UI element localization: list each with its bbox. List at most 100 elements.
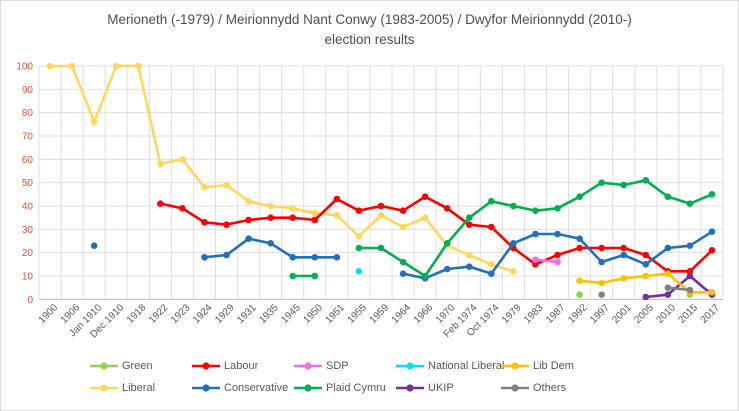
liberal-point-1906 xyxy=(68,62,76,70)
x-tick-label: 1931 xyxy=(235,302,259,326)
labour-point-1951 xyxy=(333,195,341,203)
liberal-point-Dec 1910 xyxy=(112,62,120,70)
labour-point-1945 xyxy=(289,214,297,221)
conservative-point-1929 xyxy=(223,251,230,259)
legend-item-labour: Labour xyxy=(191,360,293,372)
legend-label: National Liberal xyxy=(428,360,505,372)
x-tick-label: 1918 xyxy=(125,302,149,326)
legend-swatch-icon xyxy=(294,384,322,392)
plaid-cymru-point-1992 xyxy=(576,193,583,200)
legend-label: SDP xyxy=(326,360,349,372)
liberal-point-1951 xyxy=(333,212,341,219)
plaid-cymru-point-1997 xyxy=(598,179,605,186)
y-axis-ticks: 0 10 20 30 40 50 60 70 80 90 100 xyxy=(16,62,33,306)
gridlines xyxy=(38,65,724,300)
legend-swatch-icon xyxy=(501,384,529,392)
labour-point-1955 xyxy=(355,207,363,214)
x-tick-label: 2015 xyxy=(677,302,701,326)
others-point-2010 xyxy=(664,284,672,291)
series-conservative xyxy=(90,228,716,282)
plaid-cymru-point-2005 xyxy=(642,177,650,184)
legend-swatch-icon xyxy=(90,362,118,370)
conservative-point-1997 xyxy=(598,258,605,266)
sdp-line xyxy=(534,258,559,264)
plaid-cymru-point-1959 xyxy=(377,244,385,252)
legend-label: Green xyxy=(122,360,153,372)
plaid-cymru-point-1955 xyxy=(355,244,363,252)
labour-point-1924 xyxy=(201,219,208,226)
plaid-cymru-point-1945 xyxy=(289,272,297,280)
chart-title-line1: Merioneth (-1979) / Meirionnydd Nant Con… xyxy=(107,12,632,27)
y-tick-label: 0 xyxy=(27,295,33,306)
y-tick-label: 90 xyxy=(22,85,34,96)
ukip-point-2015 xyxy=(686,272,694,280)
x-tick-label: 1959 xyxy=(368,302,392,326)
plaid-cymru-point-Feb 1974 xyxy=(465,214,473,221)
plaid-cymru-point-1970 xyxy=(443,240,451,247)
legend-swatch-icon xyxy=(294,362,322,370)
labour-point-1970 xyxy=(443,205,451,212)
series-lib-dem xyxy=(576,270,716,296)
legend-label: Plaid Cymru xyxy=(326,382,386,394)
plaid-cymru-point-1964 xyxy=(399,258,407,266)
x-tick-label: 1992 xyxy=(566,302,590,326)
x-tick-label: 1979 xyxy=(500,302,524,326)
plaid-cymru-point-1979 xyxy=(510,202,517,210)
plaid-cymru-point-2001 xyxy=(620,181,628,189)
labour-point-1922 xyxy=(157,200,164,207)
others-point-1997 xyxy=(598,291,605,298)
plaid-cymru-point-2017 xyxy=(708,191,716,198)
liberal-point-1945 xyxy=(289,205,297,212)
legend-swatch-icon xyxy=(396,384,424,392)
series-others xyxy=(598,284,694,298)
labour-point-Feb 1974 xyxy=(465,221,473,228)
series-sdp xyxy=(532,256,561,266)
labour-point-2005 xyxy=(642,251,650,259)
conservative-point-Jan 1910 xyxy=(90,242,98,249)
legend-swatch-icon xyxy=(90,384,118,392)
plaid-cymru-point-1983 xyxy=(532,207,539,214)
y-tick-label: 30 xyxy=(22,225,34,236)
series-plaid-cymru xyxy=(289,177,716,280)
labour-point-1997 xyxy=(598,244,605,252)
conservative-point-1970 xyxy=(443,265,451,273)
plaid-cymru-point-2010 xyxy=(664,193,672,200)
lib-dem-point-1997 xyxy=(598,279,605,287)
liberal-point-1959 xyxy=(377,212,385,219)
others-point-2015 xyxy=(686,286,694,294)
others-line xyxy=(666,286,692,292)
legend-swatch-icon xyxy=(192,384,220,392)
conservative-point-1945 xyxy=(289,254,297,261)
conservative-point-1983 xyxy=(532,230,539,238)
liberal-point-1929 xyxy=(223,181,230,189)
x-tick-label: 1945 xyxy=(279,302,303,326)
x-tick-label: 1951 xyxy=(323,302,347,326)
conservative-point-1979 xyxy=(510,240,517,247)
labour-line xyxy=(159,195,714,273)
y-tick-label: 40 xyxy=(22,201,34,212)
labour-point-2017 xyxy=(708,247,716,254)
lib-dem-point-2001 xyxy=(620,275,628,282)
liberal-point-1922 xyxy=(157,160,164,168)
x-tick-label: 1924 xyxy=(191,302,215,326)
conservative-point-Oct 1974 xyxy=(488,270,495,277)
lib-dem-point-1992 xyxy=(576,277,583,284)
sdp-point-1987 xyxy=(554,258,561,266)
x-tick-label: 1997 xyxy=(588,302,612,326)
legend-item-others: Others xyxy=(500,382,595,394)
x-tick-label: 2010 xyxy=(654,302,678,326)
series-national-liberal xyxy=(355,268,363,275)
labour-point-1929 xyxy=(223,221,230,228)
legend-item-liberal: Liberal xyxy=(89,382,191,394)
conservative-point-Feb 1974 xyxy=(465,263,473,270)
labour-point-1923 xyxy=(179,205,186,212)
x-tick-label: 1955 xyxy=(346,302,370,326)
liberal-point-1923 xyxy=(179,156,186,163)
x-tick-label: 1900 xyxy=(37,302,61,326)
conservative-point-2017 xyxy=(708,228,716,235)
conservative-point-1951 xyxy=(333,254,341,261)
national-liberal-point-1955 xyxy=(355,268,363,275)
legend-swatch-icon xyxy=(501,362,529,370)
